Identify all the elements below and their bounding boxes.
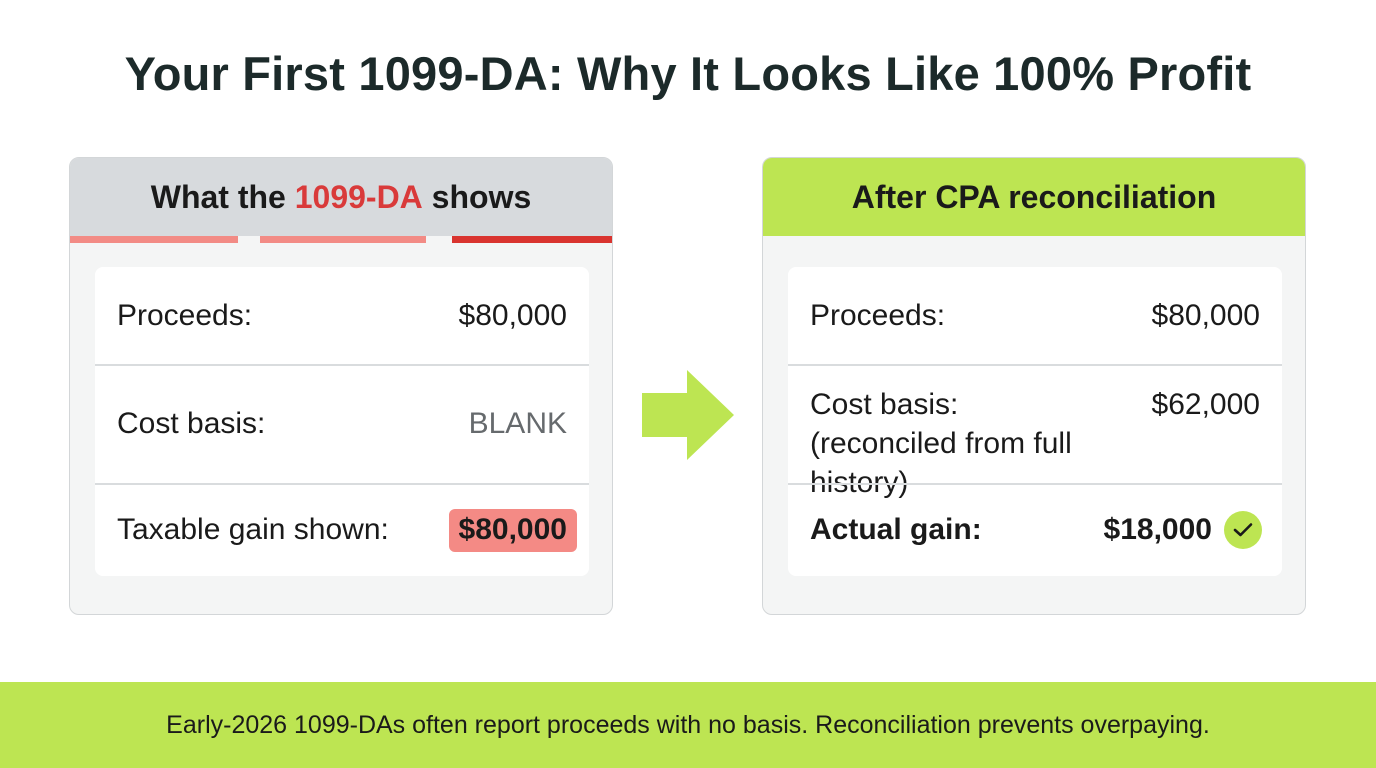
form-shows-header: What the 1099-DA shows xyxy=(70,158,612,236)
header-stripe-segment xyxy=(452,236,612,243)
footer-note: Early-2026 1099-DAs often report proceed… xyxy=(0,682,1376,768)
header-highlight: 1099-DA xyxy=(294,178,423,215)
proceeds-value: $80,000 xyxy=(458,298,567,332)
reconciled-header: After CPA reconciliation xyxy=(763,158,1305,236)
arrow-right-icon xyxy=(642,370,734,460)
page-title: Your First 1099-DA: Why It Looks Like 10… xyxy=(124,47,1252,100)
row-divider xyxy=(95,483,589,485)
actual-gain-value: $18,000 xyxy=(1103,513,1212,546)
cost-basis-row: Cost basis: (reconciled from full histor… xyxy=(788,365,1282,499)
form-shows-panel: Proceeds: $80,000 Cost basis: BLANK Taxa… xyxy=(95,267,589,576)
cost-basis-note: (reconciled from full history) xyxy=(810,427,1072,499)
proceeds-row: Proceeds: $80,000 xyxy=(788,267,1282,364)
check-circle-icon xyxy=(1224,511,1262,549)
header-stripe-segment xyxy=(260,236,426,243)
header-prefix: What the xyxy=(150,178,295,215)
cost-basis-row: Cost basis: BLANK xyxy=(95,365,589,483)
proceeds-label: Proceeds: xyxy=(810,298,946,332)
form-shows-card: What the 1099-DA shows Proceeds: $80,000… xyxy=(69,157,613,615)
taxable-gain-label: Taxable gain shown: xyxy=(117,513,389,546)
proceeds-label: Proceeds: xyxy=(117,298,253,332)
reconciled-panel: Proceeds: $80,000 Cost basis: (reconcile… xyxy=(788,267,1282,576)
actual-gain-label: Actual gain: xyxy=(810,513,982,546)
header-stripe-segment xyxy=(70,236,238,243)
proceeds-value: $80,000 xyxy=(1151,298,1260,332)
cost-basis-label: Cost basis: xyxy=(117,407,266,440)
cost-basis-text: Cost basis: (reconciled from full histor… xyxy=(810,385,1152,502)
taxable-gain-row: Taxable gain shown: $80,000 xyxy=(95,484,589,576)
cost-basis-label: Cost basis: xyxy=(810,388,959,421)
header-suffix: shows xyxy=(422,178,532,215)
actual-gain-row: Actual gain: $18,000 xyxy=(788,484,1282,576)
reconciled-card: After CPA reconciliation Proceeds: $80,0… xyxy=(762,157,1306,615)
actual-gain-group: $18,000 xyxy=(1103,511,1262,549)
proceeds-row: Proceeds: $80,000 xyxy=(95,267,589,364)
cost-basis-value: $62,000 xyxy=(1151,388,1260,421)
taxable-gain-badge: $80,000 xyxy=(448,508,577,552)
row-divider xyxy=(788,483,1282,485)
row-divider xyxy=(95,364,589,366)
cost-basis-value: BLANK xyxy=(468,407,567,440)
row-divider xyxy=(788,364,1282,366)
